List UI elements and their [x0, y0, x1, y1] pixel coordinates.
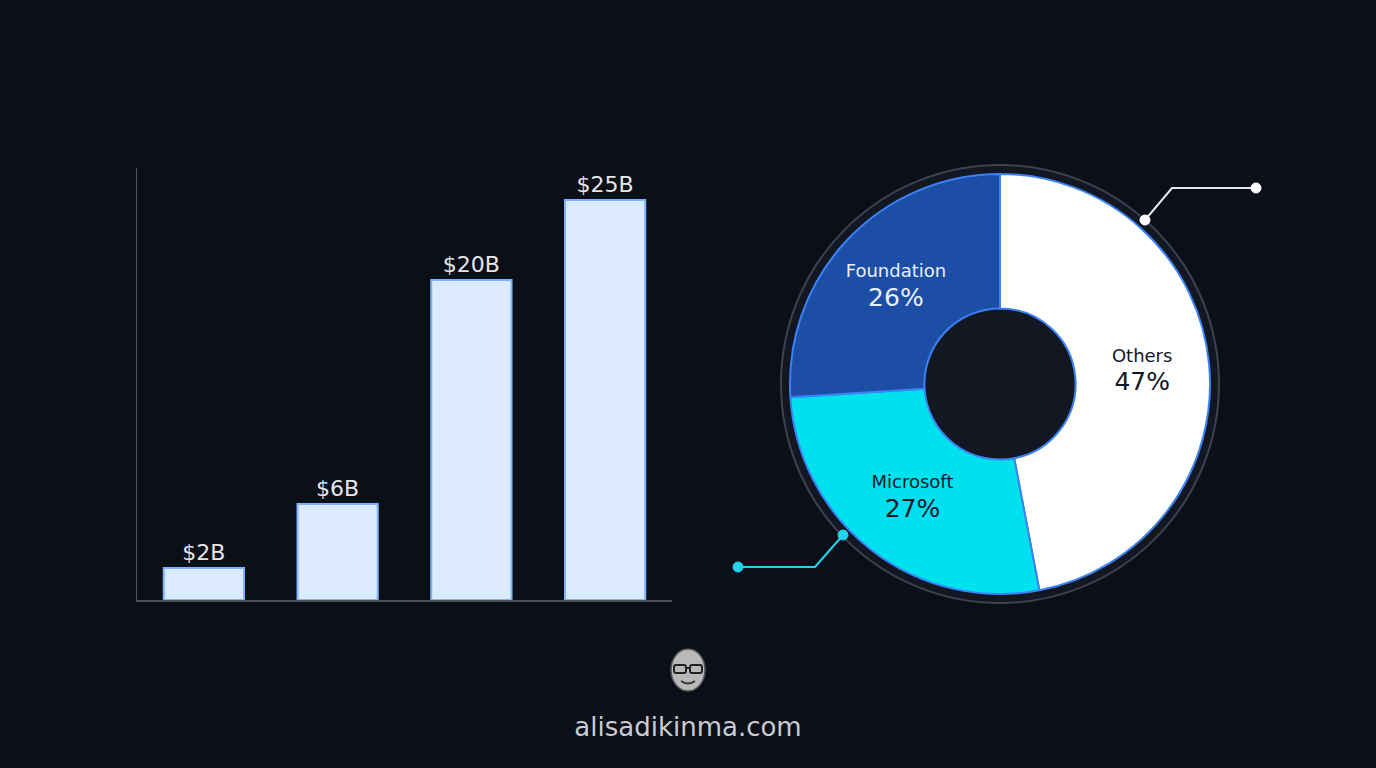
svg-text:$20B: $20B [443, 252, 500, 277]
svg-text:$2B: $2B [182, 540, 225, 565]
svg-text:$25B: $25B [577, 172, 634, 197]
svg-text:Microsoft27%: Microsoft27% [872, 471, 954, 523]
svg-text:$6B: $6B [316, 476, 359, 501]
svg-text:Foundation26%: Foundation26% [846, 260, 946, 312]
html-text:alisadikinma.com: alisadikinma.com [574, 712, 802, 742]
svg-text:Others47%: Others47% [1112, 345, 1173, 397]
